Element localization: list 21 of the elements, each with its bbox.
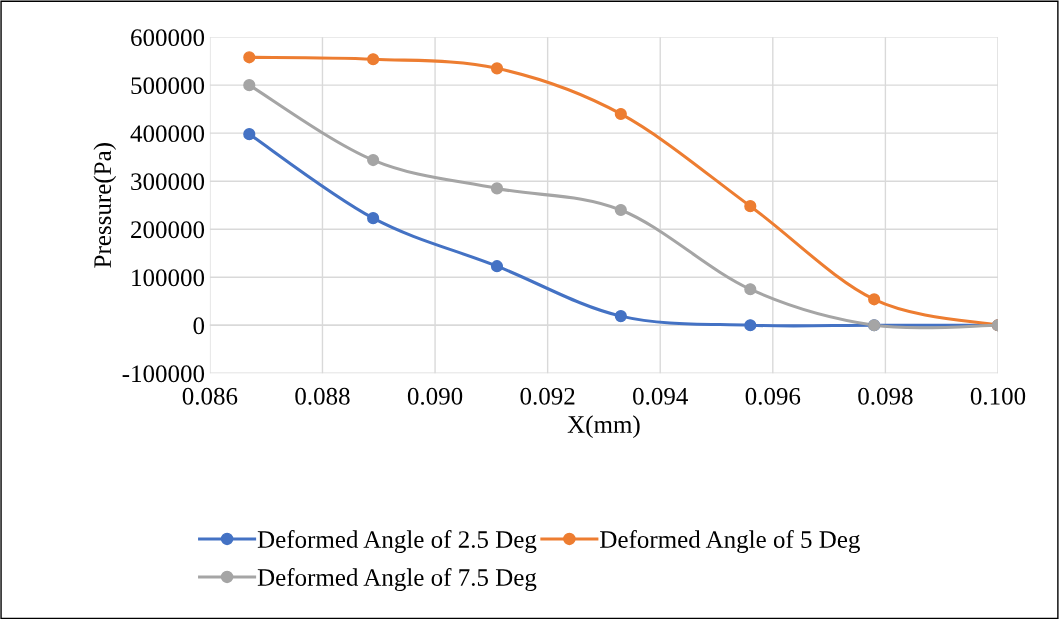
legend-label: Deformed Angle of 2.5 Deg	[257, 530, 537, 554]
y-tick-label: 200000	[131, 221, 205, 239]
x-tick-label: 0.096	[745, 387, 801, 405]
y-tick-label: 600000	[131, 29, 205, 47]
y-tick-label: 300000	[131, 173, 205, 191]
x-tick-label: 0.092	[520, 387, 575, 405]
y-tick-label: -100000	[122, 365, 205, 383]
x-tick-label: 0.088	[295, 387, 350, 405]
x-tick-label: 0.100	[970, 387, 1026, 405]
y-axis-title: Pressure(Pa)	[93, 143, 117, 268]
x-tick-label: 0.090	[407, 387, 463, 405]
x-tick-label: 0.086	[182, 387, 238, 405]
legend-label: Deformed Angle of 7.5 Deg	[257, 568, 537, 592]
y-tick-label: 400000	[130, 125, 205, 143]
x-tick-label: 0.094	[633, 387, 688, 405]
y-tick-label: 100000	[132, 269, 205, 287]
y-tick-label: 500000	[131, 77, 205, 95]
legend-label: Deformed Angle of 5 Deg	[600, 530, 860, 554]
x-tick-label: 0.098	[858, 387, 913, 405]
x-axis-title: X(mm)	[567, 415, 640, 439]
y-tick-label: 0	[193, 317, 205, 335]
